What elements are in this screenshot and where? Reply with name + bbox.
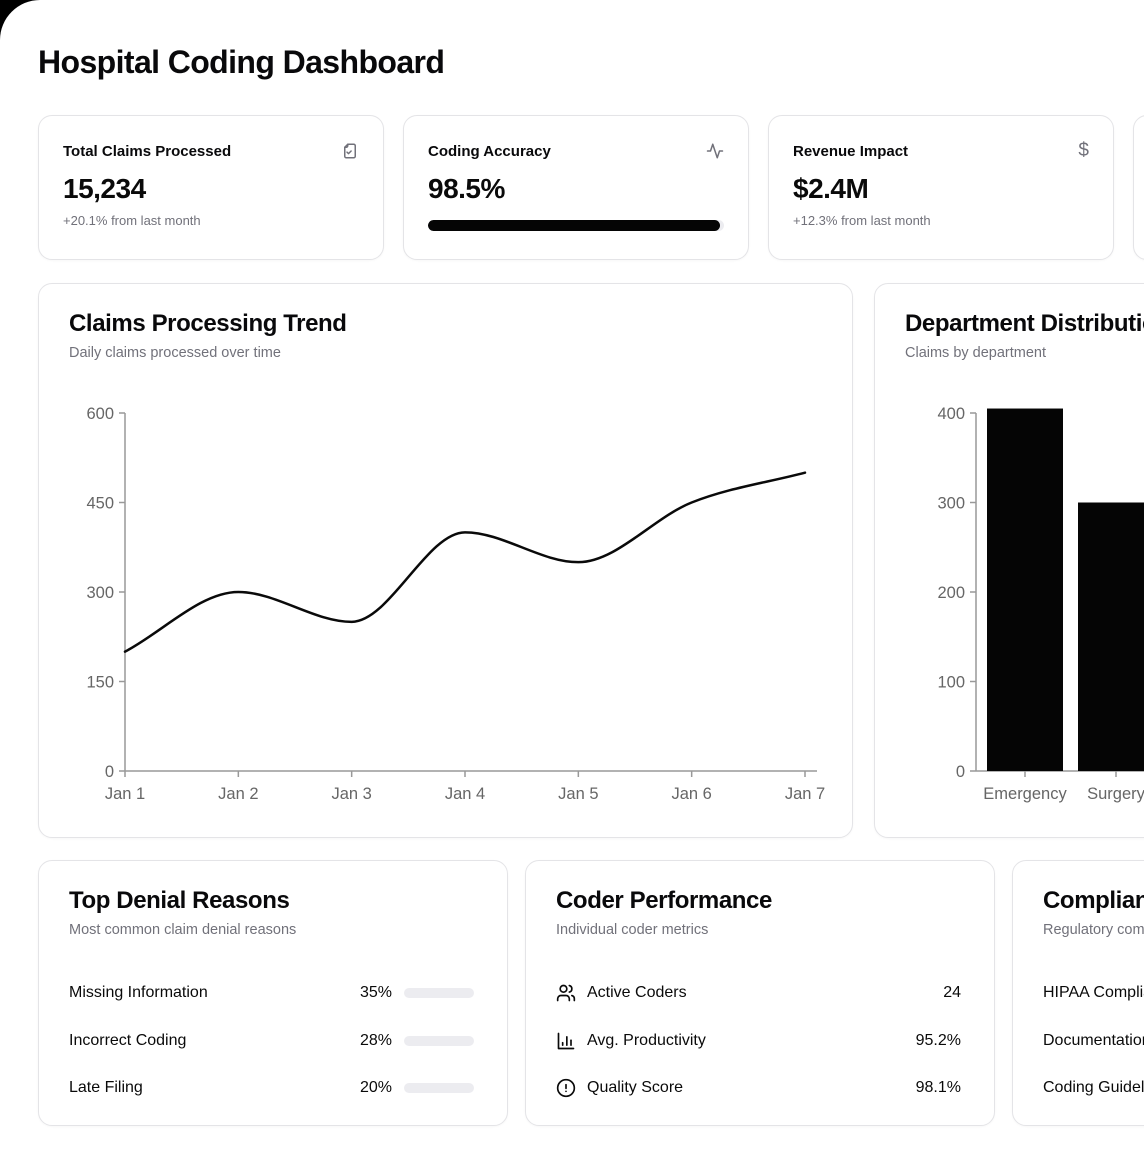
stat-card-coding-accuracy: Coding Accuracy 98.5% <box>403 115 749 260</box>
axis-tick-label: Jan 1 <box>105 785 145 803</box>
coder-metric-row: Avg. Productivity 95.2% <box>556 1030 961 1052</box>
top-denial-reasons-panel: Top Denial Reasons Most common claim den… <box>38 860 508 1126</box>
denial-percent: 20% <box>359 1079 392 1096</box>
compliance-row: HIPAA Compliance <box>1043 982 1144 1004</box>
axis-tick-label: 0 <box>105 763 114 781</box>
stat-card-clipped <box>1133 115 1144 260</box>
coder-metric-row: Quality Score 98.1% <box>556 1077 961 1099</box>
coder-metric-value: 98.1% <box>915 1079 961 1096</box>
activity-icon <box>706 142 724 160</box>
axis-tick-label: Surgery <box>1087 785 1144 803</box>
stat-label: Total Claims Processed <box>63 142 232 160</box>
dollar-sign-icon: $ <box>1078 140 1089 161</box>
stat-label: Coding Accuracy <box>428 142 551 160</box>
axis-tick-label: Emergency <box>983 785 1067 803</box>
panel-subtitle: Individual coder metrics <box>556 922 709 938</box>
denial-progress-track <box>404 988 474 998</box>
coder-metric-label: Quality Score <box>587 1079 684 1096</box>
axis-tick-label: 300 <box>937 495 965 513</box>
department-bar-chart: 0 100 200 300 400 Emergency Surgery <box>937 405 1144 803</box>
page-title: Hospital Coding Dashboard <box>38 44 445 80</box>
chart-subtitle: Claims by department <box>905 345 1047 361</box>
coder-performance-panel: Coder Performance Individual coder metri… <box>525 860 995 1126</box>
panel-subtitle: Most common claim denial reasons <box>69 922 297 938</box>
accuracy-progress-fill <box>428 220 720 231</box>
claims-trend-card: Claims Processing Trend Daily claims pro… <box>38 283 853 838</box>
denial-percent: 28% <box>359 1032 392 1049</box>
coder-metric-row: Active Coders 24 <box>556 982 961 1004</box>
axis-tick-label: 400 <box>937 405 965 423</box>
coder-metric-label: Active Coders <box>587 984 687 1001</box>
denial-label: Late Filing <box>69 1079 143 1096</box>
axis-tick-label: Jan 2 <box>218 785 258 803</box>
department-distribution-card: Department Distribution Claims by depart… <box>874 283 1144 838</box>
accuracy-progress-track <box>428 220 724 231</box>
chart-subtitle: Daily claims processed over time <box>69 345 281 361</box>
stat-value: $2.4M <box>793 173 869 204</box>
stat-card-total-claims: Total Claims Processed 15,234 +20.1% fro… <box>38 115 384 260</box>
axis-tick-label: 150 <box>86 674 114 692</box>
stat-label: Revenue Impact <box>793 142 909 160</box>
denial-row: Late Filing 20% <box>69 1077 474 1099</box>
compliance-row: Documentation <box>1043 1030 1144 1052</box>
axis-tick-label: Jan 5 <box>558 785 598 803</box>
stat-card-revenue-impact: Revenue Impact $ $2.4M +12.3% from last … <box>768 115 1114 260</box>
claims-trend-line-chart: 0 150 300 450 600 Jan 1 Jan 2 Jan 3 Jan 4 Jan 5 Ja… <box>86 405 825 803</box>
compliance-label: Documentation <box>1043 1032 1144 1049</box>
panel-title: Compliance Status <box>1043 887 1144 914</box>
alert-circle-icon <box>556 1078 576 1098</box>
axis-tick-label: Jan 7 <box>785 785 825 803</box>
axis-tick-label: 100 <box>937 674 965 692</box>
compliance-label: Coding Guidelines <box>1043 1079 1144 1096</box>
users-icon <box>556 983 576 1003</box>
denial-progress-track <box>404 1083 474 1093</box>
stat-subtext: +20.1% from last month <box>63 213 201 228</box>
denial-label: Missing Information <box>69 984 208 1001</box>
axis-tick-label: Jan 6 <box>671 785 711 803</box>
panel-title: Coder Performance <box>556 887 772 914</box>
bar-emergency <box>987 408 1063 771</box>
axis-tick-label: Jan 4 <box>445 785 485 803</box>
axis-tick-label: 600 <box>86 405 114 423</box>
compliance-row: Coding Guidelines <box>1043 1077 1144 1099</box>
axis-tick-label: Jan 3 <box>331 785 371 803</box>
stat-subtext: +12.3% from last month <box>793 213 931 228</box>
chart-title: Claims Processing Trend <box>69 310 347 337</box>
denial-row: Missing Information 35% <box>69 982 474 1004</box>
bar-chart-icon <box>556 1031 576 1051</box>
file-check-icon <box>341 142 359 160</box>
coder-metric-label: Avg. Productivity <box>587 1032 706 1049</box>
compliance-status-panel: Compliance Status Regulatory compliance … <box>1012 860 1144 1126</box>
denial-label: Incorrect Coding <box>69 1032 187 1049</box>
panel-subtitle: Regulatory compliance overview <box>1043 922 1144 938</box>
axis-tick-label: 300 <box>86 584 114 602</box>
denial-percent: 35% <box>359 984 392 1001</box>
denial-progress-track <box>404 1036 474 1046</box>
bar-surgery <box>1078 502 1144 771</box>
panel-title: Top Denial Reasons <box>69 887 290 914</box>
chart-title: Department Distribution <box>905 310 1144 337</box>
axis-tick-label: 450 <box>86 495 114 513</box>
axis-tick-label: 200 <box>937 584 965 602</box>
stat-value: 15,234 <box>63 173 146 204</box>
axis-tick-label: 0 <box>956 763 965 781</box>
compliance-label: HIPAA Compliance <box>1043 984 1144 1001</box>
coder-metric-value: 24 <box>943 984 961 1001</box>
denial-row: Incorrect Coding 28% <box>69 1030 474 1052</box>
stat-value: 98.5% <box>428 173 505 204</box>
coder-metric-value: 95.2% <box>915 1032 961 1049</box>
